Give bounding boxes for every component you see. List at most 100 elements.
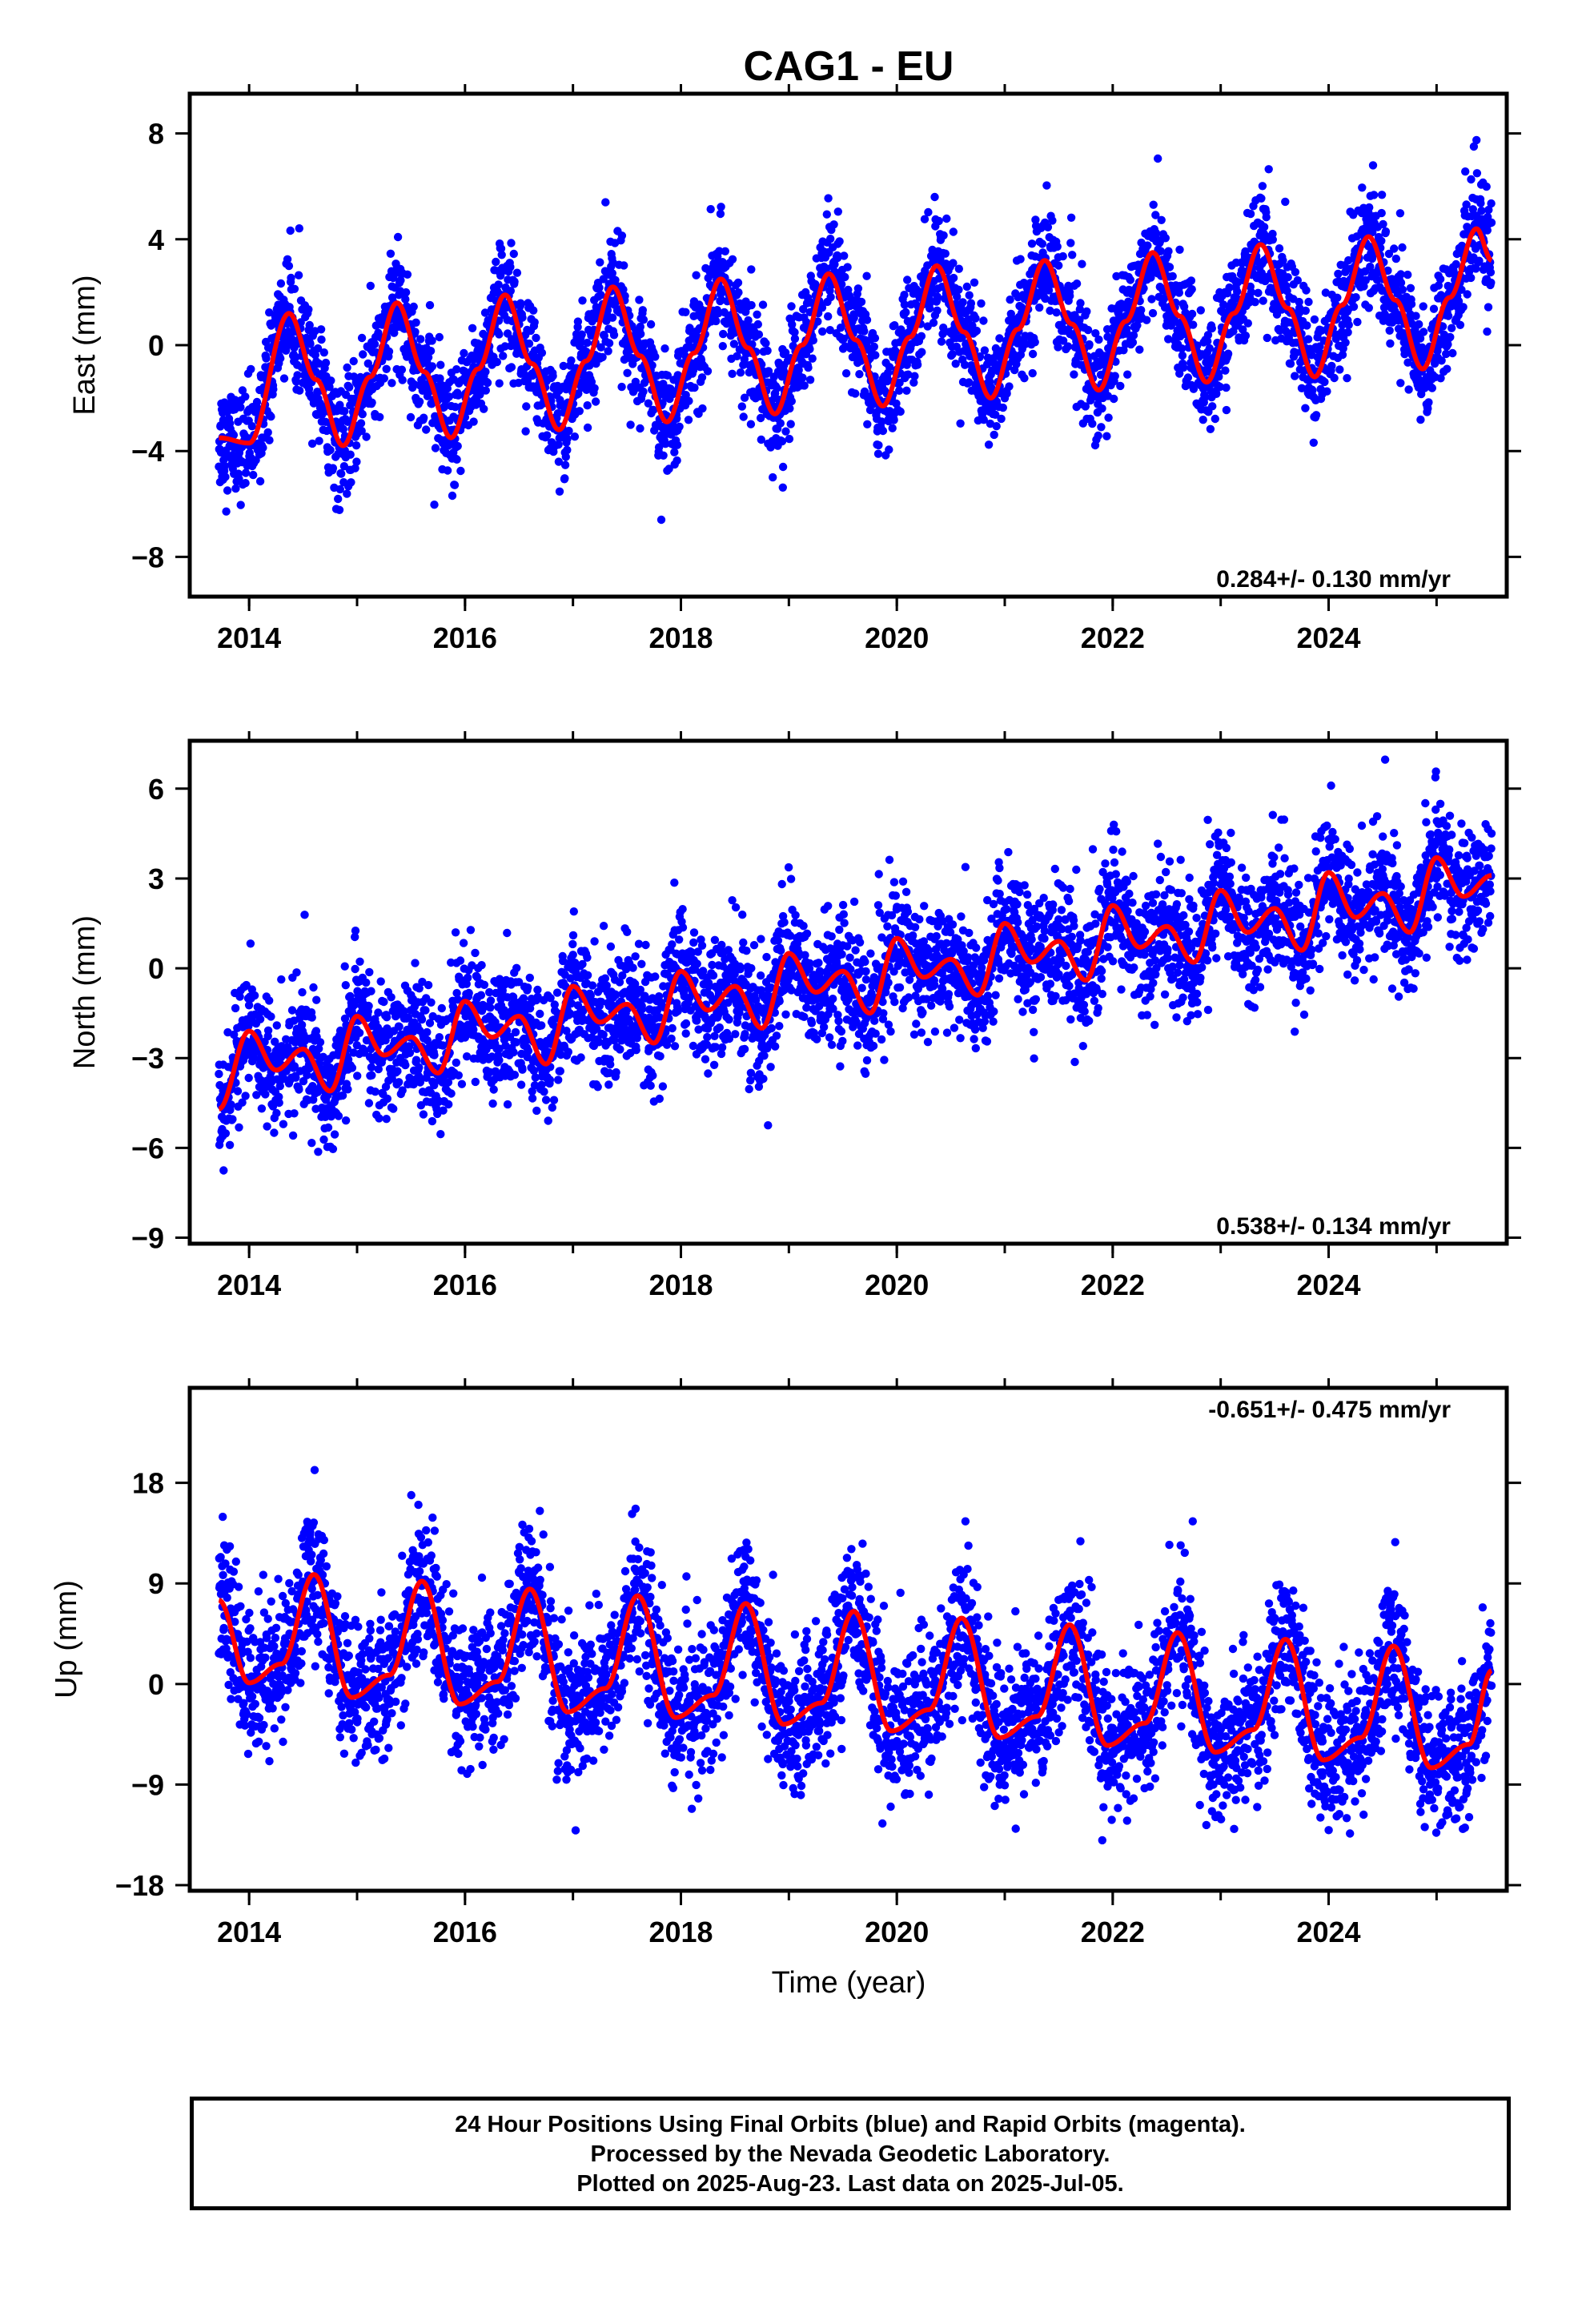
data-point xyxy=(736,368,745,377)
data-point xyxy=(1097,423,1106,432)
data-point xyxy=(341,981,350,990)
data-point xyxy=(690,383,699,392)
data-point xyxy=(259,443,267,452)
data-point xyxy=(412,1055,421,1064)
data-point xyxy=(420,413,428,422)
data-point xyxy=(1135,345,1144,354)
data-point xyxy=(291,353,300,362)
data-point xyxy=(379,374,388,383)
data-point xyxy=(575,407,584,416)
data-point xyxy=(326,445,335,455)
data-point xyxy=(284,261,294,271)
data-point xyxy=(1066,239,1075,247)
data-point xyxy=(265,996,274,1005)
data-point xyxy=(351,441,361,450)
data-point xyxy=(367,987,375,995)
data-point xyxy=(403,270,412,279)
data-point xyxy=(1187,285,1196,294)
data-point xyxy=(1054,261,1063,270)
data-point xyxy=(1303,321,1311,330)
data-point xyxy=(1482,182,1491,191)
data-point xyxy=(365,967,374,977)
data-point xyxy=(970,278,979,287)
data-point xyxy=(411,959,420,967)
data-point xyxy=(401,1060,410,1070)
data-point xyxy=(855,370,864,379)
data-point xyxy=(878,426,888,436)
data-point xyxy=(371,1088,379,1096)
data-point xyxy=(1205,344,1215,353)
position-points xyxy=(215,755,1496,1175)
data-point xyxy=(776,419,785,428)
data-point xyxy=(956,419,965,428)
data-point xyxy=(386,249,396,258)
data-point xyxy=(512,268,522,277)
data-point xyxy=(362,432,371,441)
data-point xyxy=(817,327,827,336)
data-point xyxy=(1358,183,1367,192)
data-point xyxy=(1149,200,1158,209)
data-point xyxy=(1416,415,1425,424)
data-point xyxy=(422,425,431,434)
data-point xyxy=(236,403,245,412)
data-point xyxy=(638,306,647,315)
data-point xyxy=(1233,287,1242,296)
data-point xyxy=(685,396,693,405)
data-point xyxy=(617,382,626,392)
data-point xyxy=(583,338,592,348)
data-point xyxy=(808,354,817,363)
data-point xyxy=(1053,242,1062,251)
data-point xyxy=(543,431,552,440)
data-point xyxy=(1072,279,1082,288)
data-point xyxy=(954,264,964,273)
data-point xyxy=(567,356,576,365)
data-point xyxy=(353,1072,362,1080)
data-point xyxy=(412,318,420,327)
data-point xyxy=(1461,167,1470,176)
data-point xyxy=(464,988,473,998)
data-point xyxy=(1448,348,1457,358)
data-point xyxy=(620,261,628,270)
data-point xyxy=(1377,191,1387,199)
data-point xyxy=(1377,236,1386,245)
data-point xyxy=(824,194,833,203)
data-point xyxy=(841,272,849,282)
data-point xyxy=(424,353,433,362)
data-point xyxy=(529,306,538,315)
data-point xyxy=(604,347,612,356)
data-point xyxy=(340,962,349,971)
data-point xyxy=(636,329,645,339)
data-point xyxy=(1377,208,1386,218)
data-point xyxy=(673,440,682,449)
data-point xyxy=(934,216,943,226)
data-point xyxy=(335,505,344,514)
data-point xyxy=(315,1038,325,1047)
data-point xyxy=(1179,363,1188,372)
data-point xyxy=(428,362,437,371)
data-point xyxy=(437,1003,446,1013)
data-point xyxy=(692,271,701,279)
data-point xyxy=(1390,244,1399,253)
data-point xyxy=(457,1080,467,1088)
data-point xyxy=(753,310,761,319)
data-point xyxy=(1463,290,1472,299)
data-point xyxy=(954,285,963,294)
data-point xyxy=(1123,370,1132,379)
data-point xyxy=(454,391,463,400)
data-point xyxy=(805,376,815,384)
data-point xyxy=(1344,320,1353,329)
data-point xyxy=(1137,306,1146,315)
data-point xyxy=(1364,304,1374,312)
data-point xyxy=(785,434,794,444)
data-point xyxy=(659,451,668,460)
data-point xyxy=(1368,161,1378,170)
data-point xyxy=(1164,247,1173,255)
data-point xyxy=(1082,307,1091,316)
data-point xyxy=(231,1003,240,1013)
data-point xyxy=(1459,303,1468,312)
data-point xyxy=(1483,327,1492,336)
data-point xyxy=(785,404,794,413)
data-point xyxy=(583,423,592,432)
data-point xyxy=(1126,275,1135,284)
data-point xyxy=(1054,343,1062,352)
